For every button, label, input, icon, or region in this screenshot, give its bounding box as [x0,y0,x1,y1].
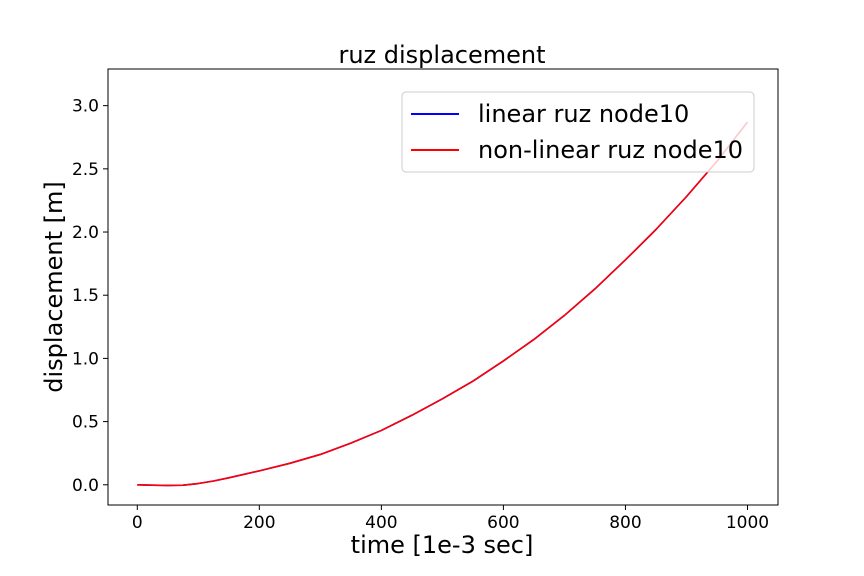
chart-legend: linear ruz node10 non-linear ruz node10 [401,91,755,173]
y-tick-label: 2.5 [72,160,99,180]
x-tick-label: 200 [243,513,275,533]
y-tick-label: 1.5 [72,286,99,306]
chart-title: ruz displacement [338,41,545,69]
y-tick-label: 0.0 [72,476,99,496]
series-group [137,121,749,487]
legend-label-non-linear: non-linear ruz node10 [478,136,743,164]
y-axis-ticks: 0.0 0.5 1.0 1.5 2.0 2.5 3.0 [72,97,108,496]
x-tick-label: 600 [487,513,519,533]
y-tick-label: 1.0 [72,349,99,369]
series-line-non-linear [137,121,749,487]
x-axis-ticks: 0 200 400 600 800 1000 [132,505,769,533]
y-tick-label: 0.5 [72,413,99,433]
plot-area [107,68,779,506]
x-tick-label: 1000 [726,513,769,533]
x-tick-label: 0 [132,513,143,533]
legend-label-linear: linear ruz node10 [478,100,689,128]
axes-frame [107,68,779,506]
y-tick-label: 2.0 [72,223,99,243]
y-tick-label: 3.0 [72,97,99,117]
x-tick-label: 400 [365,513,397,533]
y-axis-label: displacement [m] [40,181,68,392]
x-axis-label: time [1e-3 sec] [351,531,534,559]
x-tick-label: 800 [609,513,641,533]
legend-box [401,91,755,173]
